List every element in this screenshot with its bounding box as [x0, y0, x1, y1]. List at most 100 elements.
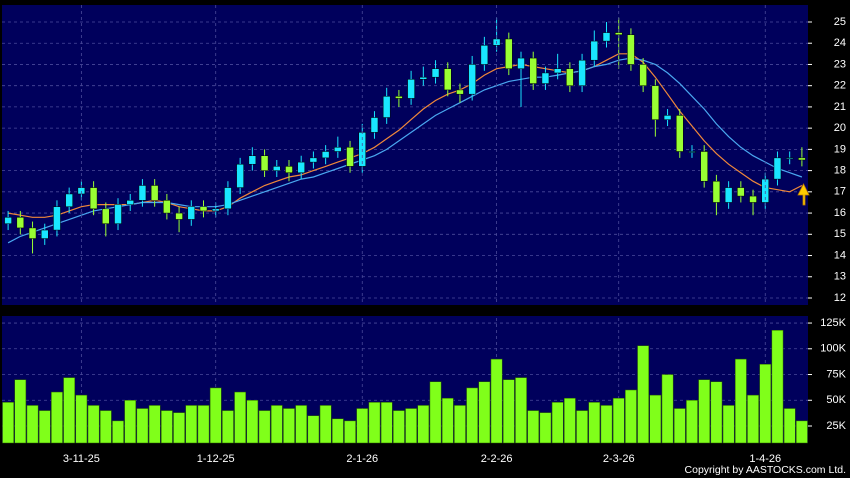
candle-body — [175, 212, 183, 220]
y-tick-label: 17 — [834, 186, 846, 198]
candle-body — [40, 229, 49, 239]
volume-bar — [319, 405, 332, 444]
x-tick-label: 2-1-26 — [346, 453, 378, 465]
x-tick-label: 1-4-26 — [749, 453, 781, 465]
candle-body — [517, 57, 525, 69]
candle-body — [627, 34, 635, 65]
volume-bar — [185, 405, 198, 444]
candle-body — [89, 187, 98, 210]
candle-body — [663, 115, 672, 120]
volume-bar — [600, 405, 613, 444]
volume-bar — [209, 387, 222, 444]
candle-body — [126, 200, 134, 205]
candle-body — [553, 68, 562, 74]
candle-body — [529, 57, 537, 84]
volume-bar — [14, 379, 27, 444]
y-tick-label: 100K — [820, 343, 846, 355]
volume-bar — [112, 420, 124, 444]
volume-bar — [429, 381, 442, 444]
volume-bar — [356, 408, 369, 444]
volume-bar — [38, 410, 51, 444]
volume-bar — [551, 402, 564, 444]
candle-body — [297, 161, 305, 173]
candle-body — [724, 187, 733, 203]
candle-body — [773, 157, 782, 180]
volume-bar — [344, 420, 356, 444]
candle-body — [407, 79, 415, 99]
candle-body — [431, 68, 440, 78]
volume-bar — [564, 397, 576, 444]
candle-body — [273, 166, 281, 171]
volume-bar — [478, 381, 491, 444]
y-tick-label: 75K — [826, 368, 846, 380]
volume-panel — [2, 316, 808, 443]
candle-body — [382, 96, 391, 118]
candle-body — [737, 187, 745, 197]
volume-bar — [234, 391, 246, 444]
candle-body — [688, 151, 696, 153]
y-tick-label: 15 — [834, 228, 846, 240]
signal-arrow — [797, 183, 810, 206]
volume-bar — [380, 402, 393, 444]
volume-bar — [466, 387, 479, 444]
volume-bar — [393, 410, 405, 444]
volume-bar — [197, 405, 210, 444]
candle-body — [590, 40, 599, 61]
copyright: Copyright by AASTOCKS.com Ltd. — [685, 464, 846, 476]
volume-bar — [612, 397, 625, 444]
candle-body — [785, 157, 794, 160]
volume-bar — [588, 402, 601, 444]
volume-bar — [441, 397, 454, 444]
volume-bar — [698, 379, 711, 444]
moving-average-line — [7, 57, 803, 244]
candle-body — [138, 185, 147, 201]
candle-body — [163, 200, 171, 214]
candle-body — [505, 38, 513, 69]
volume-bar — [99, 410, 112, 444]
y-tick-label: 14 — [834, 249, 846, 261]
candle-body — [639, 64, 647, 86]
y-tick-label: 20 — [834, 122, 846, 134]
candle-body — [16, 217, 25, 229]
y-tick-label: 25 — [834, 16, 846, 28]
y-tick-label: 12 — [834, 292, 846, 304]
candle-body — [248, 155, 257, 165]
volume-bar — [710, 381, 723, 444]
candle-body — [700, 151, 708, 182]
candle-body — [346, 147, 354, 167]
y-tick-label: 13 — [834, 271, 846, 283]
volume-bar — [161, 410, 173, 444]
candle-body — [578, 59, 586, 86]
volume-bar — [417, 405, 430, 444]
candle-body — [798, 157, 806, 161]
volume-bar — [307, 415, 320, 444]
candle-body — [150, 185, 159, 201]
volume-bar — [63, 377, 76, 444]
candle-body — [53, 206, 61, 231]
candle-body — [395, 96, 403, 99]
volume-bar — [515, 377, 527, 444]
candle-body — [541, 72, 550, 84]
volume-bar — [502, 379, 515, 444]
price-panel — [2, 5, 808, 305]
y-tick-label: 23 — [834, 58, 846, 70]
volume-bar — [722, 405, 735, 444]
candle-body — [614, 32, 623, 35]
candle-body — [749, 195, 757, 203]
volume-bar — [2, 402, 14, 444]
volume-bar — [136, 408, 149, 444]
candle-body — [456, 89, 464, 95]
volume-bar — [222, 410, 234, 444]
x-tick-label: 2-3-26 — [603, 453, 635, 465]
candle-body — [419, 76, 428, 80]
y-tick-label: 21 — [834, 101, 846, 113]
candle-body — [236, 163, 244, 188]
candle-body — [480, 45, 489, 65]
volume-bar — [295, 405, 308, 444]
volume-bar — [405, 408, 417, 444]
x-tick-label: 2-2-26 — [481, 453, 513, 465]
volume-bar — [759, 363, 772, 444]
volume-bar — [796, 420, 808, 444]
volume-bar — [246, 400, 259, 444]
